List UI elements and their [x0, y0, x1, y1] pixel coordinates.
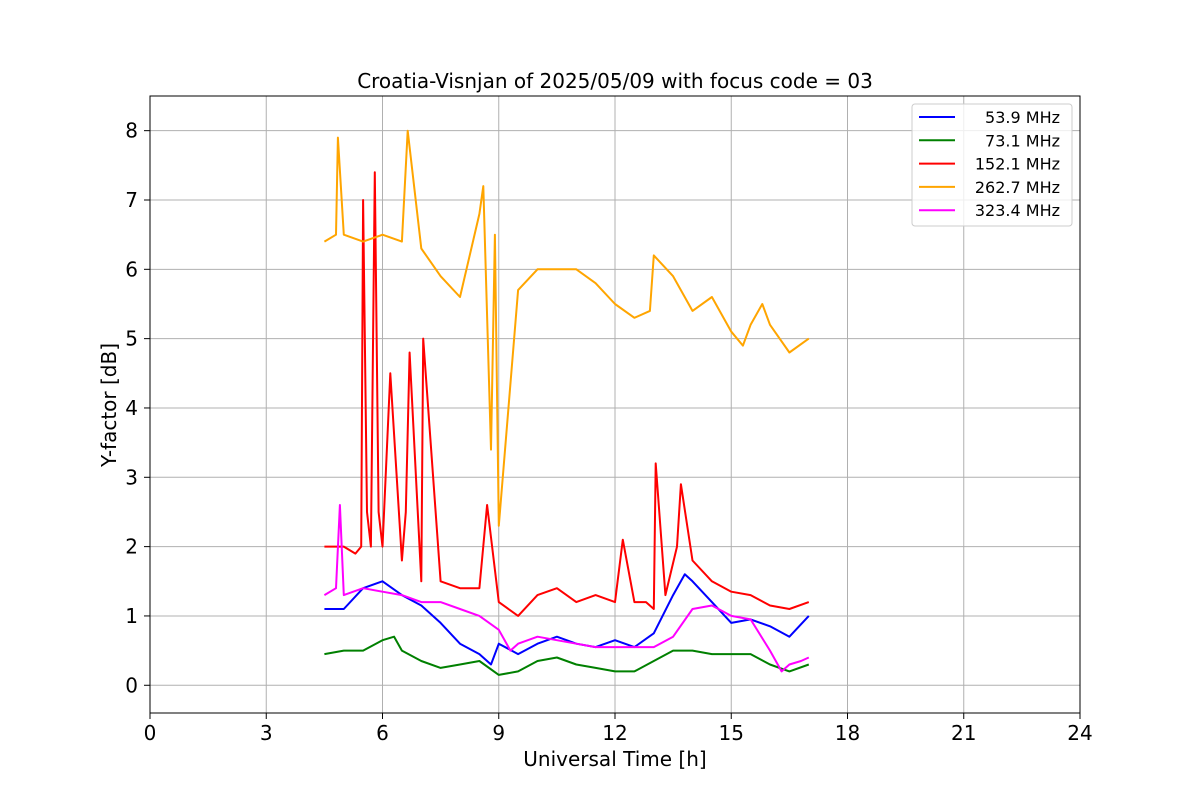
legend-label-4: 323.4 MHz	[975, 201, 1060, 220]
legend-label-1: 73.1 MHz	[985, 131, 1060, 150]
y-tick-label: 6	[125, 257, 138, 281]
legend-label-0: 53.9 MHz	[985, 108, 1060, 127]
series-line-3	[323, 129, 810, 527]
legend-label-2: 152.1 MHz	[975, 155, 1060, 174]
x-tick-label: 18	[835, 721, 860, 745]
x-tick-label: 6	[376, 721, 389, 745]
x-axis-label: Universal Time [h]	[523, 747, 706, 771]
x-tick-label: 21	[951, 721, 976, 745]
series-line-0	[324, 573, 810, 666]
series-line-4	[323, 504, 810, 673]
x-tick-label: 15	[719, 721, 744, 745]
y-tick-label: 8	[125, 119, 138, 143]
series-layer	[323, 129, 810, 676]
y-tick-label: 7	[125, 188, 138, 212]
y-tick-label: 1	[125, 604, 138, 628]
chart-title: Croatia-Visnjan of 2025/05/09 with focus…	[357, 69, 873, 93]
y-tick-label: 0	[125, 673, 138, 697]
series-line-1	[324, 635, 810, 676]
y-tick-label: 4	[125, 396, 138, 420]
y-tick-label: 2	[125, 535, 138, 559]
x-tick-label: 24	[1067, 721, 1092, 745]
x-tick-label: 9	[492, 721, 505, 745]
series-line-2	[324, 171, 810, 617]
y-axis-label: Y-factor [dB]	[97, 343, 121, 468]
y-tick-label: 5	[125, 327, 138, 351]
legend-box	[911, 103, 1073, 227]
legend-label-3: 262.7 MHz	[975, 178, 1060, 197]
x-tick-label: 3	[260, 721, 273, 745]
y-tick-label: 3	[125, 465, 138, 489]
x-tick-label: 0	[144, 721, 157, 745]
legend: 53.9 MHz 73.1 MHz 152.1 MHz 262.7 MHz 323.4 …	[911, 103, 1073, 227]
x-tick-label: 12	[602, 721, 627, 745]
